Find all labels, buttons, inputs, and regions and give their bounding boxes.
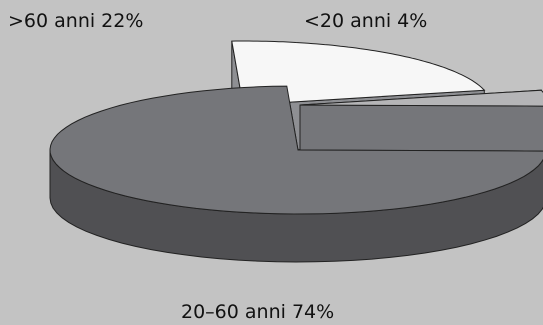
slice-under-20 — [299, 89, 543, 107]
slice-tops — [49, 40, 543, 215]
slice-label-20-60: 20–60 anni 74% — [181, 301, 335, 323]
slice-label-under-20: <20 anni 4% — [304, 10, 428, 32]
slice-over-60 — [231, 40, 486, 106]
slice-label-over-60: >60 anni 22% — [8, 10, 144, 32]
slice-wall-under-20-1 — [299, 104, 543, 155]
slice-20-60 — [49, 85, 543, 215]
